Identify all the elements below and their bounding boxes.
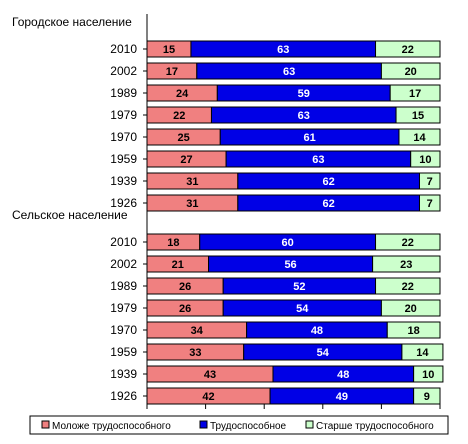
year-tick-label: 1926 xyxy=(110,196,137,210)
data-label: 25 xyxy=(178,132,190,144)
data-label: 15 xyxy=(163,44,175,56)
bar-segment xyxy=(413,387,441,405)
data-label: 48 xyxy=(311,325,323,337)
data-label: 15 xyxy=(412,110,424,122)
legend-swatch xyxy=(305,420,314,429)
year-tick-label: 1959 xyxy=(110,152,137,166)
bar-segment xyxy=(395,106,441,124)
year-tick-label: 2002 xyxy=(110,257,137,271)
bar-segment xyxy=(389,84,441,102)
data-label: 20 xyxy=(405,66,417,78)
legend-label: Старше трудоспособного xyxy=(316,420,434,432)
year-tick-label: 1970 xyxy=(110,323,137,337)
year-tick-label: 1939 xyxy=(110,367,137,381)
data-label: 63 xyxy=(277,44,289,56)
year-tick-label: 1939 xyxy=(110,174,137,188)
data-label: 10 xyxy=(422,369,434,381)
bar-segment xyxy=(418,194,441,212)
legend-swatch xyxy=(199,420,208,429)
data-label: 18 xyxy=(167,237,179,249)
data-label: 63 xyxy=(283,66,295,78)
year-tick-label: 1979 xyxy=(110,108,137,122)
bar-segment xyxy=(410,150,441,168)
data-label: 31 xyxy=(186,176,198,188)
data-label: 14 xyxy=(416,347,429,359)
data-label: 33 xyxy=(189,347,201,359)
bar-segment xyxy=(375,277,441,295)
data-label: 7 xyxy=(427,198,433,210)
year-tick-label: 1979 xyxy=(110,301,137,315)
legend-label: Трудоспособное xyxy=(210,420,287,432)
data-label: 48 xyxy=(337,369,349,381)
data-label: 17 xyxy=(166,66,178,78)
data-label: 49 xyxy=(336,391,348,403)
year-tick-label: 1959 xyxy=(110,345,137,359)
group-label: Городское население xyxy=(12,15,132,29)
year-tick-label: 1926 xyxy=(110,389,137,403)
legend-label: Моложе трудоспособного xyxy=(52,420,171,432)
data-label: 14 xyxy=(413,132,426,144)
data-label: 59 xyxy=(298,88,310,100)
bar-segment xyxy=(418,172,441,190)
data-label: 18 xyxy=(408,325,420,337)
bar-segment xyxy=(413,365,444,383)
year-tick-label: 2010 xyxy=(110,42,137,56)
data-label: 42 xyxy=(202,391,214,403)
data-label: 22 xyxy=(402,44,414,56)
year-tick-label: 1989 xyxy=(110,86,137,100)
data-label: 26 xyxy=(179,303,191,315)
data-label: 9 xyxy=(424,391,430,403)
data-label: 60 xyxy=(282,237,294,249)
bar-segment xyxy=(372,255,441,273)
year-tick-label: 1989 xyxy=(110,279,137,293)
bar-segment xyxy=(380,62,441,80)
data-label: 22 xyxy=(173,110,185,122)
bar-segment xyxy=(398,128,441,146)
year-tick-label: 1970 xyxy=(110,130,137,144)
data-label: 63 xyxy=(312,154,324,166)
data-label: 27 xyxy=(180,154,192,166)
bar-segment xyxy=(386,321,441,339)
data-label: 10 xyxy=(419,154,431,166)
bar-segment xyxy=(380,299,441,317)
legend-box xyxy=(29,415,449,435)
data-label: 31 xyxy=(186,198,198,210)
data-label: 22 xyxy=(402,281,414,293)
data-label: 62 xyxy=(323,198,335,210)
data-label: 63 xyxy=(298,110,310,122)
data-label: 22 xyxy=(402,237,414,249)
data-label: 26 xyxy=(179,281,191,293)
data-label: 20 xyxy=(405,303,417,315)
group-label: Сельское население xyxy=(12,208,128,222)
data-label: 62 xyxy=(323,176,335,188)
data-label: 54 xyxy=(296,303,309,315)
data-label: 23 xyxy=(400,259,412,271)
year-tick-label: 2002 xyxy=(110,64,137,78)
year-tick-label: 2010 xyxy=(110,235,137,249)
data-label: 21 xyxy=(172,259,184,271)
data-label: 7 xyxy=(427,176,433,188)
data-label: 43 xyxy=(204,369,216,381)
data-label: 61 xyxy=(303,132,315,144)
legend: Моложе трудоспособного Трудоспособное Стар… xyxy=(29,415,449,435)
data-label: 34 xyxy=(191,325,204,337)
legend-swatch xyxy=(41,420,50,429)
bar-segment xyxy=(401,343,444,361)
data-label: 52 xyxy=(293,281,305,293)
data-label: 17 xyxy=(409,88,421,100)
data-label: 56 xyxy=(284,259,296,271)
bar-segment xyxy=(375,40,441,58)
data-label: 24 xyxy=(176,88,189,100)
data-label: 54 xyxy=(317,347,330,359)
bar-segment xyxy=(375,233,441,251)
